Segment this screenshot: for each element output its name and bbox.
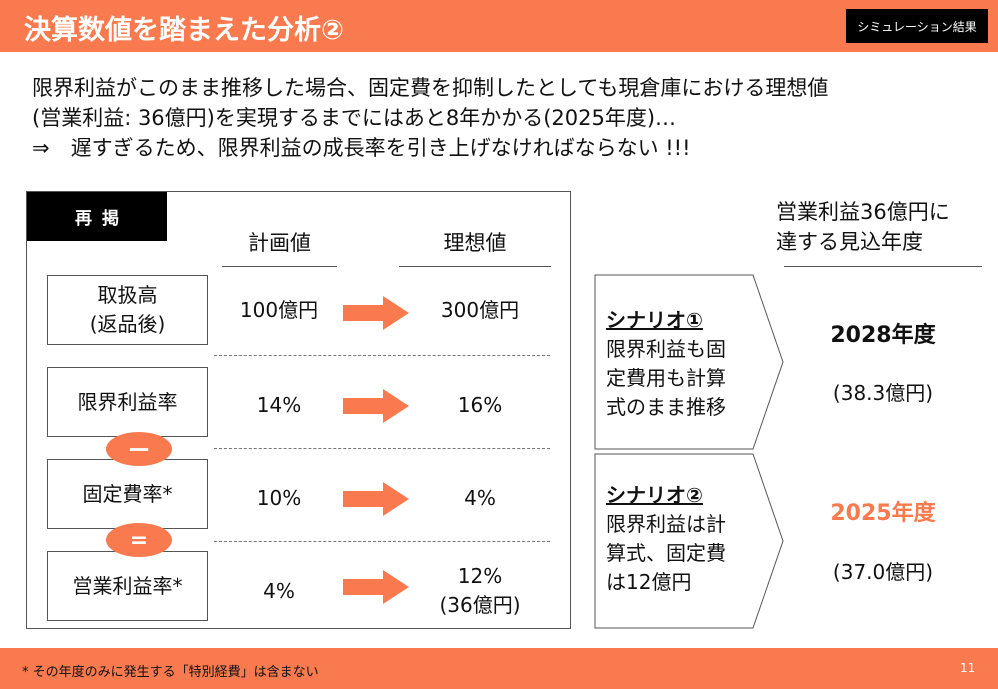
ideal-value-fixed-cost-rate: 4% xyxy=(464,486,496,510)
arrow-right-icon xyxy=(343,570,409,604)
arrow-right-icon xyxy=(343,389,409,423)
ideal-value-operating-margin: 12% (36億円) xyxy=(410,562,550,620)
comparison-panel xyxy=(26,191,571,629)
intro-line-1: 限界利益がこのまま推移した場合、固定費を抑制したとしても現倉庫における理想値 xyxy=(32,76,829,100)
plan-value-volume: 100億円 xyxy=(239,298,319,322)
row-divider xyxy=(214,541,550,542)
scenario-text: シナリオ① 限界利益も固 定費用も計算 式のまま推移 xyxy=(606,306,726,422)
result-heading-underline xyxy=(784,266,982,267)
row-label-sub: (返品後) xyxy=(89,312,166,336)
repost-badge: 再掲 xyxy=(27,192,167,241)
footer-bar xyxy=(0,648,998,689)
result-heading-line: 達する見込年度 xyxy=(776,230,923,254)
scenario-2-amount: (37.0億円) xyxy=(832,560,934,584)
title-bar xyxy=(0,0,998,52)
scenario-arrow-shape xyxy=(594,453,784,629)
equals-operator: = xyxy=(106,523,172,557)
intro-line-2: (営業利益: 36億円)を実現するまでにはあと8年かかる(2025年度)… xyxy=(32,106,677,130)
scenario-2-year: 2025年度 xyxy=(830,501,936,526)
scenario-line: 限界利益は計 xyxy=(606,512,726,536)
minus-operator: ー xyxy=(106,432,172,466)
column-underline-plan xyxy=(222,266,337,267)
scenario-line: 限界利益も固 xyxy=(606,337,726,361)
ideal-value-volume: 300億円 xyxy=(440,298,520,322)
intro-line-3: ⇒ 遅すぎるため、限界利益の成長率を引き上げなければならない !!! xyxy=(32,136,691,160)
row-label-box-operating-margin: 営業利益率* xyxy=(47,551,208,621)
row-label: 取扱高 xyxy=(97,283,158,307)
scenario-title: シナリオ① xyxy=(606,308,703,332)
result-heading-line: 営業利益36億円に xyxy=(776,200,950,224)
scenario-arrow-shape xyxy=(594,274,784,450)
section-tag: シミュレーション結果 xyxy=(846,9,988,43)
ideal-value-margin-rate: 16% xyxy=(457,393,503,417)
scenario-1-year: 2028年度 xyxy=(830,323,936,348)
page-title: 決算数値を踏まえた分析② xyxy=(24,15,344,46)
scenario-line: は12億円 xyxy=(606,570,692,594)
row-label: 営業利益率* xyxy=(72,573,183,598)
row-label-box-margin-rate: 限界利益率 xyxy=(47,367,208,437)
scenario-title: シナリオ② xyxy=(606,483,703,507)
ideal-value-subline: (36億円) xyxy=(439,593,521,617)
scenario-box-1: シナリオ① 限界利益も固 定費用も計算 式のまま推移 xyxy=(594,274,784,450)
scenario-line: 定費用も計算 xyxy=(606,366,726,390)
row-label: 固定費率* xyxy=(82,481,173,506)
plan-value-operating-margin: 4% xyxy=(263,579,295,603)
arrow-right-icon xyxy=(343,296,409,330)
row-divider xyxy=(214,448,550,449)
row-label-box-fixed-cost-rate: 固定費率* xyxy=(47,459,208,529)
scenario-1-amount: (38.3億円) xyxy=(832,381,934,405)
arrow-right-icon xyxy=(343,482,409,516)
row-label-box-volume: 取扱高 (返品後) xyxy=(47,275,208,345)
result-heading: 営業利益36億円に 達する見込年度 xyxy=(776,197,950,257)
footnote: * その年度のみに発生する「特別経費」は含まない xyxy=(22,665,319,680)
intro-text: 限界利益がこのまま推移した場合、固定費を抑制したとしても現倉庫における理想値 (… xyxy=(32,73,828,163)
column-underline-ideal xyxy=(399,266,551,267)
scenario-line: 算式、固定費 xyxy=(606,541,726,565)
plan-value-margin-rate: 14% xyxy=(256,393,302,417)
scenario-text: シナリオ② 限界利益は計 算式、固定費 は12億円 xyxy=(606,481,726,597)
ideal-value-line: 12% xyxy=(457,564,503,588)
page-number: 11 xyxy=(960,661,976,675)
row-divider xyxy=(214,355,550,356)
scenario-line: 式のまま推移 xyxy=(606,395,726,419)
row-label: 限界利益率 xyxy=(77,389,178,414)
plan-value-fixed-cost-rate: 10% xyxy=(256,486,302,510)
scenario-box-2: シナリオ② 限界利益は計 算式、固定費 は12億円 xyxy=(594,453,784,629)
column-header-plan: 計画値 xyxy=(248,231,311,255)
column-header-ideal: 理想値 xyxy=(443,231,507,255)
